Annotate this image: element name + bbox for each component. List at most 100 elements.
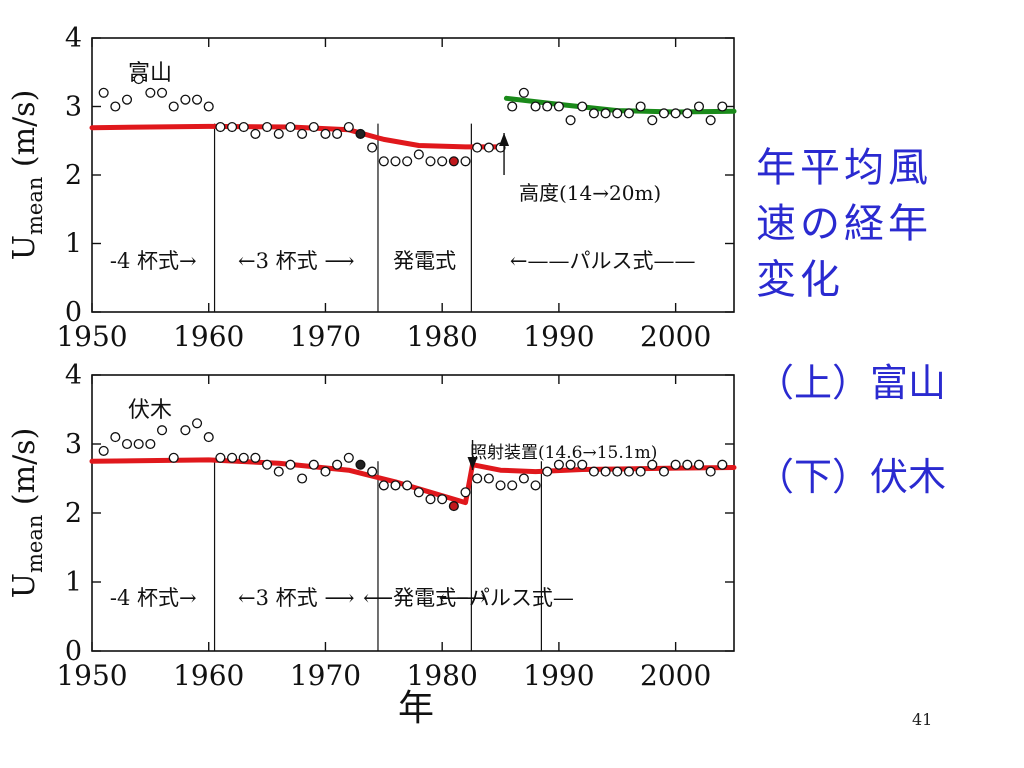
data-point xyxy=(285,122,296,133)
data-point xyxy=(98,445,109,456)
data-point xyxy=(472,473,483,484)
data-point xyxy=(612,108,623,119)
data-point xyxy=(402,156,413,167)
data-point xyxy=(577,101,588,112)
data-point xyxy=(297,128,308,139)
data-point xyxy=(507,480,518,491)
y-tick-label: 2 xyxy=(65,498,82,529)
data-point xyxy=(483,473,494,484)
data-point xyxy=(378,156,389,167)
y-tick-label: 1 xyxy=(65,229,82,260)
x-tick-label: 1980 xyxy=(407,320,478,353)
data-point xyxy=(425,156,436,167)
data-point xyxy=(262,459,273,470)
data-point xyxy=(425,494,436,505)
data-point xyxy=(390,480,401,491)
slide-title: 年平均風 速の経年 変化 xyxy=(756,140,976,308)
data-point xyxy=(402,480,413,491)
x-tick-label: 2000 xyxy=(640,659,711,692)
data-point xyxy=(518,87,529,98)
x-tick-label: 1980 xyxy=(407,659,478,692)
data-point xyxy=(180,94,191,105)
x-tick-label: 1950 xyxy=(56,320,127,353)
data-point xyxy=(635,101,646,112)
data-point xyxy=(437,156,448,167)
data-point xyxy=(110,101,121,112)
data-point xyxy=(483,142,494,153)
data-point xyxy=(180,425,191,436)
data-point xyxy=(693,101,705,112)
data-point xyxy=(472,142,483,153)
data-point xyxy=(413,487,424,498)
data-point xyxy=(647,459,658,470)
y-tick-label: 3 xyxy=(65,429,82,460)
x-tick-label: 1950 xyxy=(56,659,127,692)
data-point xyxy=(110,432,121,443)
x-tick-label: 1970 xyxy=(290,320,361,353)
data-point xyxy=(156,87,168,98)
data-point xyxy=(133,74,144,85)
data-point xyxy=(273,466,284,477)
data-point xyxy=(682,459,693,470)
data-point xyxy=(308,122,319,133)
y-axis-label-sub: mean xyxy=(23,515,47,573)
data-point xyxy=(658,466,670,477)
data-point xyxy=(495,480,506,491)
data-point xyxy=(262,122,273,133)
data-point xyxy=(227,452,238,463)
data-point xyxy=(588,466,599,477)
data-point xyxy=(320,128,331,139)
y-axis-label-sub: mean xyxy=(23,177,47,235)
y-tick-label: 1 xyxy=(65,567,82,598)
data-point xyxy=(145,87,156,98)
data-point xyxy=(145,438,156,450)
slide-title-line-1: 年平均風 xyxy=(756,145,932,191)
data-point xyxy=(390,156,401,167)
data-point xyxy=(507,101,518,112)
data-point xyxy=(156,425,168,436)
y-tick-label: 4 xyxy=(65,23,82,54)
subtitle-fushiki: （下）伏木 xyxy=(756,455,947,499)
data-point xyxy=(121,94,133,105)
period-label: ←3 杯式 ⟶ xyxy=(238,586,354,610)
data-point xyxy=(670,459,681,470)
data-point xyxy=(203,432,214,443)
data-point xyxy=(565,115,576,126)
data-point xyxy=(332,128,343,139)
data-point xyxy=(133,438,144,450)
data-point xyxy=(705,466,716,477)
data-point xyxy=(623,466,634,477)
data-point xyxy=(717,101,728,112)
data-point xyxy=(367,142,378,153)
x-tick-label: 1990 xyxy=(523,659,594,692)
period-label: 発電式 xyxy=(393,249,456,273)
data-point xyxy=(203,101,214,112)
data-point xyxy=(460,156,471,167)
y-axis-label: Umean (m/s) xyxy=(7,90,47,261)
chart-panel-1: 0 1 2 3 4 1950 1960 1970 1980 1990 2000 富山 Umean (m/… xyxy=(7,23,737,353)
data-point xyxy=(343,122,354,133)
x-axis-label: 年 xyxy=(398,688,434,729)
period-label: -4 杯式→ xyxy=(110,586,197,610)
data-point xyxy=(542,466,553,477)
data-point xyxy=(682,108,693,119)
y-axis-label-unit: (m/s) xyxy=(7,90,42,177)
data-point xyxy=(717,459,728,470)
x-tick-label: 1960 xyxy=(173,320,244,353)
chart-panel-2: 0 1 2 3 4 1950 1960 1970 1980 1990 2000 伏木 Umean (m/… xyxy=(7,360,737,729)
step-arrow-head xyxy=(499,133,510,146)
data-point xyxy=(588,108,599,119)
data-point xyxy=(530,480,541,491)
data-point xyxy=(332,459,343,470)
data-point xyxy=(658,108,670,119)
subtitle-toyama: （上）富山 xyxy=(756,361,947,405)
data-point xyxy=(518,473,529,484)
annotation: 高度(14→20m) xyxy=(519,181,661,205)
x-tick-label: 1970 xyxy=(290,659,361,692)
data-point xyxy=(635,466,646,477)
data-point xyxy=(647,115,658,126)
data-point xyxy=(297,473,308,484)
data-point xyxy=(437,494,448,505)
data-point xyxy=(705,115,716,126)
y-axis-label-main: U xyxy=(7,573,42,598)
